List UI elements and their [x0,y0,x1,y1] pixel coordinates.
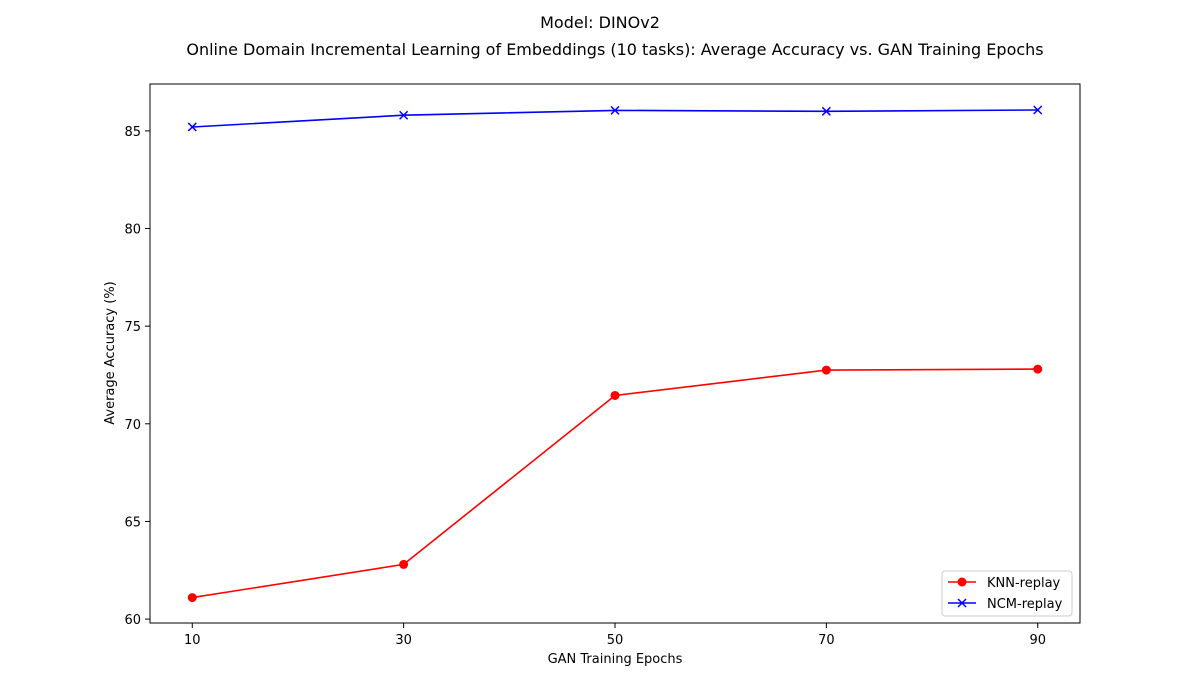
x-tick-label: 10 [184,633,201,648]
y-tick-label: 80 [124,223,141,238]
y-tick-label: 75 [124,320,141,335]
y-tick-label: 85 [124,125,141,140]
data-point-knn-replay [187,593,197,603]
plot-frame [149,83,1081,624]
x-axis-ticks: 10 30 50 70 90 [184,623,1046,648]
legend-label-knn: KNN-replay [987,576,1061,591]
data-point-ncm-replay [821,106,831,116]
x-tick-label: 50 [607,633,624,648]
chart-suptitle: Model: DINOv2 [540,13,660,32]
y-tick-label: 70 [124,418,141,433]
x-tick-label: 90 [1029,633,1046,648]
data-point-ncm-replay [1033,105,1043,115]
data-point-ncm-replay [610,105,620,115]
data-point-knn-replay [1033,364,1043,374]
y-axis-label: Average Accuracy (%) [103,281,118,425]
legend-marker-knn [957,577,967,587]
legend-marker-ncm [957,598,967,608]
data-point-knn-replay [610,390,620,400]
data-point-knn-replay [399,559,409,569]
legend: KNN-replay NCM-replay [941,570,1073,617]
data-point-ncm-replay [399,110,409,120]
data-point-ncm-replay [187,122,197,132]
data-point-knn-replay [821,365,831,375]
chart-title: Online Domain Incremental Learning of Em… [186,40,1043,59]
y-axis-ticks: 60 65 70 75 80 85 [124,125,150,628]
plot-area [150,84,1080,623]
x-tick-label: 30 [395,633,412,648]
x-axis-label: GAN Training Epochs [548,652,683,667]
series-layer [187,105,1043,603]
x-tick-label: 70 [818,633,835,648]
y-tick-label: 65 [124,515,141,530]
legend-label-ncm: NCM-replay [987,597,1063,612]
y-tick-label: 60 [124,613,141,628]
